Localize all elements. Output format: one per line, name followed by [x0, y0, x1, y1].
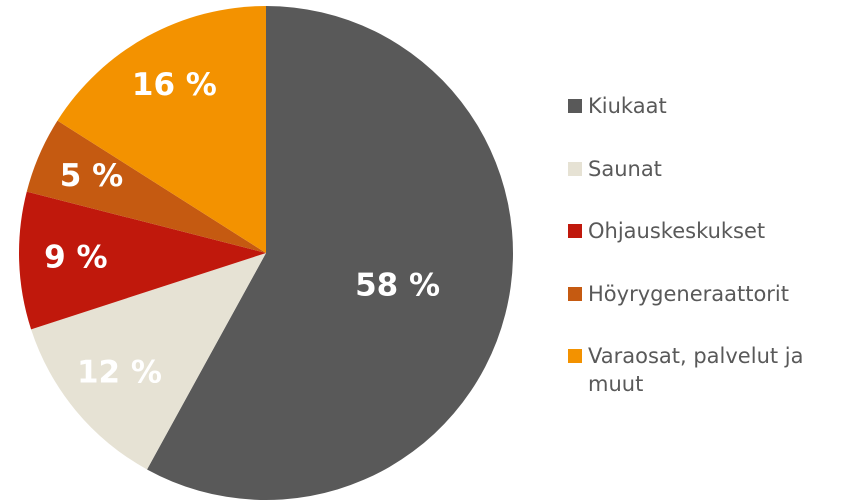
legend-swatch — [568, 99, 582, 113]
legend-swatch — [568, 349, 582, 363]
legend: Kiukaat Saunat Ohjauskeskukset Höyrygeneraa… — [568, 92, 838, 405]
legend-swatch — [568, 161, 582, 176]
legend-swatch — [568, 224, 582, 238]
pie-slice — [19, 191, 267, 330]
pie-slice — [31, 253, 267, 470]
legend-item: Höyrygeneraattorit — [568, 280, 838, 343]
legend-item: Ohjauskeskukset — [568, 217, 838, 280]
data-label: 12 % — [77, 355, 162, 391]
pie: 58 % 12 % 9 % 5 % 16 % — [19, 6, 513, 500]
legend-label: Saunat — [588, 156, 662, 181]
pie-slice — [57, 6, 266, 253]
legend-label: Varaosat, palvelut ja muut — [588, 344, 804, 396]
legend-swatch — [568, 286, 582, 301]
pie-slice — [147, 6, 513, 500]
data-label: 9 % — [44, 239, 107, 275]
data-label: 5 % — [60, 158, 123, 194]
legend-item: Saunat — [568, 155, 838, 218]
data-label: 16 % — [132, 67, 217, 103]
legend-label: Kiukaat — [588, 94, 667, 118]
legend-label: Höyrygeneraattorit — [588, 281, 789, 306]
legend-item: Kiukaat — [568, 92, 838, 155]
pie-slice — [26, 120, 266, 253]
data-label: 58 % — [355, 267, 440, 303]
legend-item: Varaosat, palvelut ja muut — [568, 342, 838, 405]
legend-label: Ohjauskeskukset — [588, 219, 766, 243]
